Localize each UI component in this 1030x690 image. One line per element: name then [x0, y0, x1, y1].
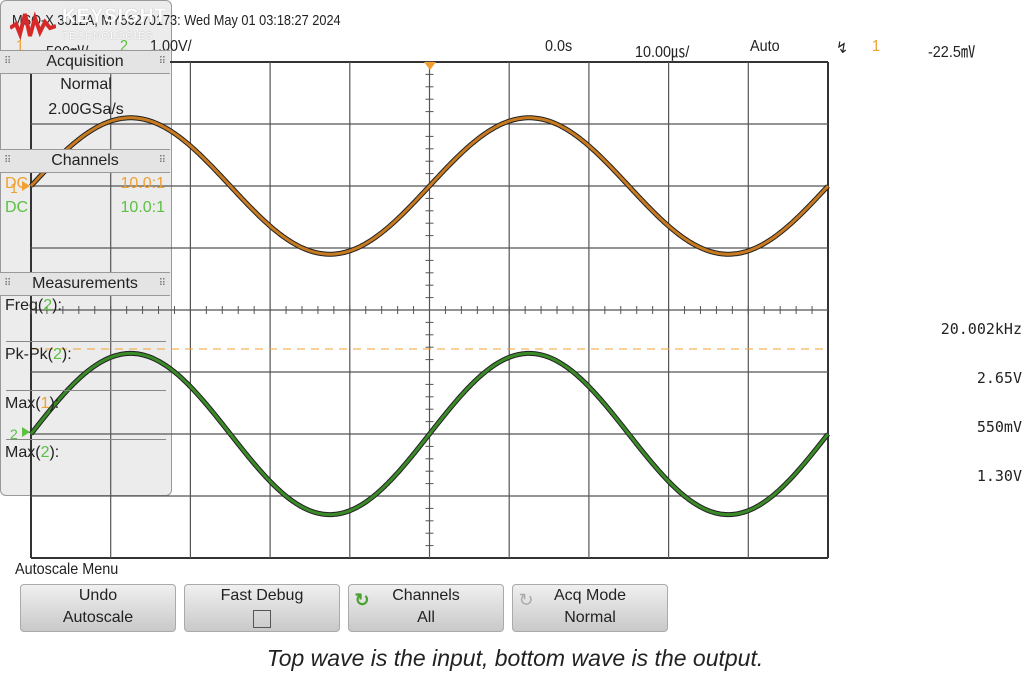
measurement-value: 20.002kHz — [940, 320, 1022, 338]
ch1-trace — [29, 116, 830, 256]
rotate-icon: ↻ — [354, 590, 370, 610]
ch1-ground-marker[interactable]: 1 — [10, 180, 30, 196]
measurement-name: Freq( — [5, 297, 44, 314]
grip-icon[interactable]: ⠿ — [4, 155, 12, 166]
acquisition-mode: Normal — [60, 76, 112, 93]
trigger-position-marker[interactable] — [424, 62, 436, 70]
acquisition-header[interactable]: ⠿ Acquisition ⠿ — [0, 50, 170, 74]
measurement-name: Pk-Pk( — [5, 346, 53, 363]
caption: Top wave is the input, bottom wave is th… — [266, 645, 764, 671]
measurement-suffix: ): — [61, 346, 72, 363]
logo-subtext: TECHNOLOGIES — [62, 31, 154, 42]
instrument-title: MSO-X 3012A, MY56270173: Wed May 01 03:1… — [12, 12, 341, 29]
ch1-coupling: DC — [5, 175, 29, 192]
measurement-source: 2 — [43, 297, 53, 314]
time-delay[interactable]: 0.0s — [545, 38, 573, 55]
checkbox-icon[interactable] — [253, 610, 271, 628]
button-label: Channels — [392, 587, 460, 604]
measurement-suffix: ): — [52, 297, 62, 314]
ch2-trace — [29, 351, 830, 517]
measurement-source: 1 — [40, 395, 50, 412]
ch2-number[interactable]: 2 — [120, 38, 129, 55]
button-label: Fast Debug — [220, 587, 304, 604]
ch1-row: DC 10.0:1 — [5, 174, 165, 194]
trigger-source[interactable]: 1 — [872, 38, 881, 55]
sample-rate: 2.00GSa/s — [48, 101, 124, 118]
measurement-name: Max( — [5, 444, 41, 461]
measurement-label: Freq(2): — [5, 296, 62, 316]
ch1-probe: 10.0:1 — [120, 175, 165, 192]
acquisition-title: Acquisition — [46, 53, 124, 70]
measurements-header[interactable]: ⠿ Measurements ⠿ — [0, 272, 170, 296]
measurement-name: Max( — [5, 395, 41, 412]
ch2-probe: 10.0:1 — [120, 199, 165, 216]
grip-icon[interactable]: ⠿ — [158, 56, 166, 67]
button-value: Autoscale — [62, 609, 134, 626]
trigger-level[interactable]: -22.5㎷ — [928, 44, 976, 61]
measurement-label: Max(2): — [5, 443, 59, 463]
measurement-suffix: ): — [49, 444, 60, 461]
menu-title: Autoscale Menu — [15, 561, 119, 578]
measurement-suffix: ): — [49, 395, 60, 412]
ch1-marker-label: 1 — [10, 180, 18, 196]
waveform-display[interactable]: 1 2 — [0, 56, 830, 562]
trigger-mode[interactable]: Auto — [750, 38, 780, 55]
grip-icon[interactable]: ⠿ — [158, 155, 166, 166]
rising-edge-icon: ↯ — [836, 40, 849, 57]
time-scale[interactable]: 10.00㎲/ — [635, 44, 690, 61]
channels-button[interactable]: ↻ Channels All — [348, 584, 504, 632]
ch2-ground-marker[interactable]: 2 — [10, 426, 30, 442]
ch2-coupling: DC — [5, 199, 29, 216]
ch2-marker-label: 2 — [10, 426, 18, 442]
measurement-source: 2 — [40, 444, 50, 461]
grip-icon[interactable]: ⠿ — [4, 56, 12, 67]
divider — [6, 439, 166, 440]
fast-debug-button[interactable]: Fast Debug — [184, 584, 340, 632]
ch2-row: DC 10.0:1 — [5, 198, 165, 218]
measurement-value: 550mV — [976, 418, 1022, 436]
measurement-value: 1.30V — [976, 467, 1022, 485]
keysight-wave-icon — [10, 11, 56, 40]
channels-header[interactable]: ⠿ Channels ⠿ — [0, 149, 170, 173]
channels-title: Channels — [51, 152, 119, 169]
ch1-number[interactable]: 1 — [16, 38, 25, 55]
measurements-title: Measurements — [32, 275, 138, 292]
button-value: Normal — [564, 609, 616, 626]
button-value: All — [417, 609, 435, 626]
grip-icon[interactable]: ⠿ — [4, 278, 12, 289]
measurement-label: Max(1): — [5, 394, 59, 414]
logo-text: KEYSIGHT — [62, 6, 168, 27]
acq-mode-button[interactable]: ↻ Acq Mode Normal — [512, 584, 668, 632]
button-label: Undo — [78, 587, 118, 604]
button-label: Acq Mode — [553, 587, 627, 604]
keysight-logo: KEYSIGHT TECHNOLOGIES — [10, 4, 166, 48]
grip-icon[interactable]: ⠿ — [158, 278, 166, 289]
rotate-icon: ↻ — [518, 590, 534, 610]
measurement-value: 2.65V — [976, 369, 1022, 387]
divider — [6, 390, 166, 391]
undo-autoscale-button[interactable]: Undo Autoscale — [20, 584, 176, 632]
divider — [6, 341, 166, 342]
measurement-source: 2 — [53, 346, 62, 363]
measurement-label: Pk-Pk(2): — [5, 345, 72, 365]
